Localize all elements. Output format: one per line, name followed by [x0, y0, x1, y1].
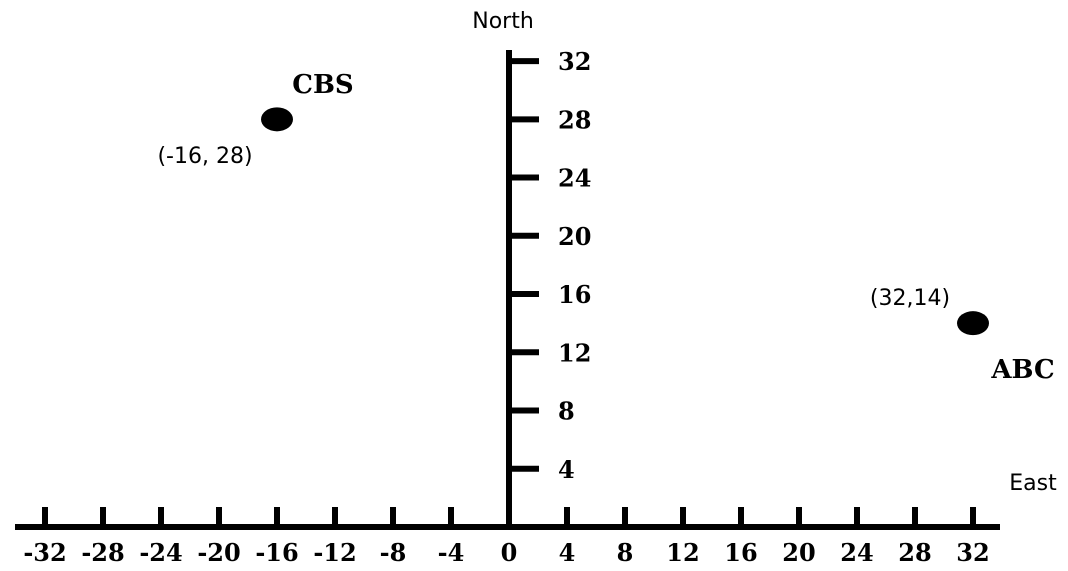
x-tick-label: -16 — [255, 538, 298, 567]
x-tick-label: -12 — [313, 538, 356, 567]
x-tick-label: -4 — [438, 538, 465, 567]
point-cbs-name: CBS — [292, 70, 353, 100]
x-tick-label: 28 — [898, 538, 931, 567]
point-cbs: CBS (-16, 28) — [157, 70, 353, 169]
x-tick-label: 16 — [724, 538, 757, 567]
x-tick-label: -24 — [139, 538, 182, 567]
x-tick-label: 32 — [956, 538, 989, 567]
point-abc-name: ABC — [990, 355, 1054, 385]
y-tick-label: 4 — [558, 455, 575, 484]
north-label: North — [472, 9, 534, 34]
point-cbs-dot — [261, 107, 293, 132]
y-axis-ticks: 4 8 12 16 20 24 28 32 — [509, 47, 591, 484]
x-axis-ticks: -32 -28 -24 -20 -16 -12 -8 -4 0 4 8 12 16 20 24 28 32 — [23, 507, 990, 567]
x-tick-label: 12 — [666, 538, 699, 567]
point-abc-dot — [957, 311, 989, 336]
east-label: East — [1009, 471, 1057, 496]
point-abc-coords: (32,14) — [870, 286, 950, 311]
point-cbs-coords: (-16, 28) — [157, 144, 252, 169]
y-tick-label: 24 — [558, 164, 591, 193]
point-abc: (32,14) ABC — [870, 286, 1055, 385]
x-tick-label: -8 — [380, 538, 407, 567]
x-tick-label: -20 — [197, 538, 240, 567]
y-tick-label: 20 — [558, 222, 591, 251]
y-tick-label: 32 — [558, 47, 591, 76]
x-tick-label: -32 — [23, 538, 66, 567]
y-tick-label: 16 — [558, 280, 591, 309]
x-tick-label: -28 — [81, 538, 124, 567]
x-tick-label: 0 — [501, 538, 518, 567]
x-tick-label: 4 — [559, 538, 576, 567]
y-tick-label: 28 — [558, 105, 591, 134]
x-tick-label: 20 — [782, 538, 815, 567]
y-tick-label: 12 — [558, 338, 591, 367]
x-tick-label: 8 — [617, 538, 634, 567]
y-tick-label: 8 — [558, 397, 575, 426]
x-tick-label: 24 — [840, 538, 873, 567]
